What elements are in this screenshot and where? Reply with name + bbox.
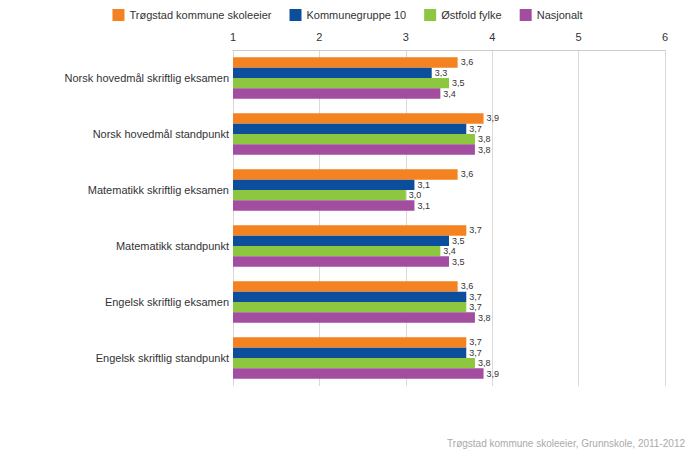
svg-text:Østfold fylke: Østfold fylke xyxy=(441,9,502,21)
svg-text:Trøgstad kommune skoleeier: Trøgstad kommune skoleeier xyxy=(129,9,271,21)
svg-text:Matematikk standpunkt: Matematikk standpunkt xyxy=(116,240,229,252)
svg-text:3,6: 3,6 xyxy=(461,57,474,67)
svg-text:Kommunegruppe 10: Kommunegruppe 10 xyxy=(306,9,406,21)
svg-text:3,1: 3,1 xyxy=(417,201,430,211)
svg-text:3,8: 3,8 xyxy=(478,134,491,144)
svg-text:3,8: 3,8 xyxy=(478,313,491,323)
svg-text:3,6: 3,6 xyxy=(461,169,474,179)
svg-text:3,5: 3,5 xyxy=(452,257,465,267)
svg-text:3,5: 3,5 xyxy=(452,78,465,88)
svg-text:Engelsk skriftlig standpunkt: Engelsk skriftlig standpunkt xyxy=(96,352,229,364)
svg-text:3,0: 3,0 xyxy=(409,190,422,200)
svg-text:Engelsk skriftlig eksamen: Engelsk skriftlig eksamen xyxy=(105,296,229,308)
svg-text:4: 4 xyxy=(489,31,495,43)
svg-text:3,7: 3,7 xyxy=(469,348,482,358)
svg-text:3,8: 3,8 xyxy=(478,145,491,155)
svg-text:3,3: 3,3 xyxy=(435,68,448,78)
svg-text:Matematikk skriftlig eksamen: Matematikk skriftlig eksamen xyxy=(88,184,229,196)
svg-text:3,7: 3,7 xyxy=(469,225,482,235)
svg-text:3,7: 3,7 xyxy=(469,302,482,312)
svg-text:Nasjonalt: Nasjonalt xyxy=(537,9,583,21)
svg-text:3,7: 3,7 xyxy=(469,124,482,134)
svg-text:Norsk hovedmål skriftlig eksam: Norsk hovedmål skriftlig eksamen xyxy=(65,72,229,84)
svg-text:3: 3 xyxy=(403,31,409,43)
svg-text:3,8: 3,8 xyxy=(478,358,491,368)
svg-text:6: 6 xyxy=(662,31,668,43)
svg-text:Norsk hovedmål standpunkt: Norsk hovedmål standpunkt xyxy=(93,128,229,140)
svg-text:2: 2 xyxy=(316,31,322,43)
svg-text:3,4: 3,4 xyxy=(443,246,456,256)
svg-text:3,6: 3,6 xyxy=(461,281,474,291)
svg-text:3,9: 3,9 xyxy=(487,113,500,123)
svg-text:3,7: 3,7 xyxy=(469,292,482,302)
svg-text:3,1: 3,1 xyxy=(417,180,430,190)
svg-text:5: 5 xyxy=(576,31,582,43)
svg-text:3,7: 3,7 xyxy=(469,337,482,347)
svg-text:1: 1 xyxy=(230,31,236,43)
svg-text:Trøgstad kommune skoleeier, Gr: Trøgstad kommune skoleeier, Grunnskole, … xyxy=(447,438,685,449)
svg-text:3,9: 3,9 xyxy=(487,369,500,379)
svg-text:3,5: 3,5 xyxy=(452,236,465,246)
svg-text:3,4: 3,4 xyxy=(443,89,456,99)
